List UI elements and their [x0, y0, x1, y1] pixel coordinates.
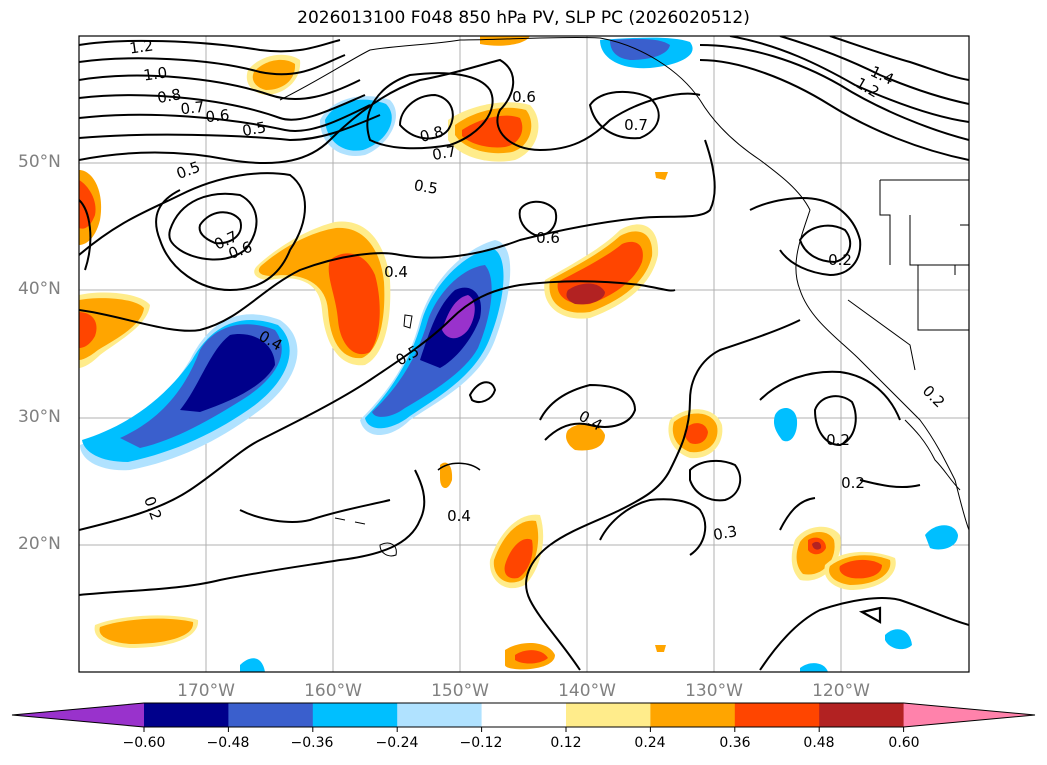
contour-label-text: 0.7 — [180, 98, 206, 118]
colorbar-tick: −0.24 — [375, 735, 419, 751]
pv-positive-anomalies — [79, 36, 896, 670]
lon-label-120W: 120°W — [812, 681, 870, 701]
colorbar-swatch — [144, 703, 229, 727]
contour-label: 0.8 — [418, 122, 446, 146]
coastlines — [279, 36, 969, 557]
contour-label: 0.6 — [205, 106, 231, 126]
contour-label-text: 1.0 — [142, 63, 168, 84]
lon-label-170W: 170°W — [177, 681, 235, 701]
contour-label: 1.2 — [128, 36, 154, 57]
contour-label-text: 0.2 — [826, 431, 850, 449]
colorbar-swatch — [312, 703, 398, 727]
contour-label: 0.6 — [512, 88, 536, 106]
contour-label-text: 0.8 — [156, 85, 183, 107]
contour-label-text: 0.2 — [828, 251, 852, 269]
lat-label-20N: 20°N — [18, 534, 61, 554]
colorbar-swatch — [481, 703, 567, 727]
colorbar-tick: 0.36 — [719, 735, 751, 751]
lon-label-150W: 150°W — [431, 681, 489, 701]
contour-label: 0.2 — [828, 251, 852, 269]
contour-label-text: 1.2 — [128, 36, 154, 57]
contour-label-text: 0.6 — [512, 88, 536, 106]
colorbar-outline — [11, 702, 1036, 728]
colorbar-extend-left — [12, 703, 144, 727]
contour-label-text: 0.4 — [384, 263, 408, 281]
colorbar-tick: 0.12 — [550, 735, 582, 751]
colorbar-tick: 0.48 — [803, 735, 835, 751]
colorbar-swatch — [650, 703, 736, 727]
contour-label: 0.7 — [624, 116, 648, 134]
colorbar-tick: 0.60 — [888, 735, 920, 751]
contour-label-text: 0.7 — [624, 116, 648, 134]
lat-label-30N: 30°N — [18, 407, 61, 427]
contour-label-text: 0.4 — [447, 507, 471, 525]
contour-label-text: 0.7 — [431, 142, 458, 164]
contour-label-text: 0.5 — [241, 118, 268, 140]
colorbar-tick: −0.48 — [206, 735, 250, 751]
contour-label-text: 0.5 — [413, 176, 440, 198]
colorbar-swatch — [397, 703, 483, 727]
lon-label-140W: 140°W — [558, 681, 616, 701]
contour-label-text: 0.8 — [418, 122, 446, 146]
colorbar-swatch — [566, 703, 651, 727]
colorbar-tick: 0.24 — [634, 735, 666, 751]
contour-label: 0.3 — [712, 522, 739, 544]
colorbar-swatch — [819, 703, 905, 727]
colorbar-tick: −0.36 — [290, 735, 334, 751]
contour-label: 0.4 — [447, 507, 471, 525]
colorbar-swatch — [734, 703, 820, 727]
colorbar-tick: −0.12 — [459, 735, 503, 751]
map-title: 2026013100 F048 850 hPa PV, SLP PC (2026… — [297, 8, 750, 28]
contour-label: 1.0 — [142, 63, 168, 84]
lon-label-160W: 160°W — [304, 681, 362, 701]
contour-label: 0.4 — [384, 263, 408, 281]
contour-label: 0.5 — [241, 118, 268, 140]
colorbar-extend-right — [903, 703, 1035, 727]
contour-label-text: 0.6 — [205, 106, 231, 126]
contour-label: 0.8 — [156, 85, 183, 107]
lat-label-50N: 50°N — [18, 152, 61, 172]
colorbar-tick: −0.60 — [122, 735, 166, 751]
lat-label-40N: 40°N — [18, 279, 61, 299]
contour-labels: 1.21.00.80.7 0.60.50.50.70.60.50.80.70.60… — [128, 36, 948, 544]
contour-label-text: 0.2 — [841, 474, 865, 492]
contour-label: 0.5 — [413, 176, 440, 198]
lon-label-130W: 130°W — [685, 681, 743, 701]
contour-label: 0.6 — [536, 229, 560, 247]
slp-contours — [79, 36, 969, 671]
contour-label: 0.7 — [431, 142, 458, 164]
contour-label-text: 0.6 — [536, 229, 560, 247]
contour-label: 0.2 — [841, 474, 865, 492]
pv-slp-map: 1.21.00.80.7 0.60.50.50.70.60.50.80.70.60… — [78, 35, 970, 673]
colorbar-swatch — [228, 703, 314, 727]
pv-negative-anomalies — [80, 37, 958, 672]
contour-label: 0.7 — [180, 98, 206, 118]
contour-label-text: 0.3 — [712, 522, 739, 544]
contour-label: 0.2 — [826, 431, 850, 449]
